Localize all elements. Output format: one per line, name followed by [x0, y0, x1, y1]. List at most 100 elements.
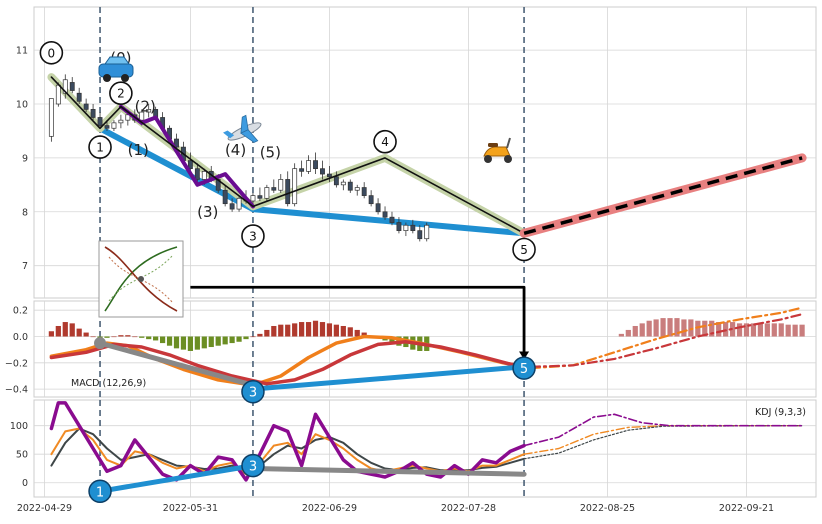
macd-bar — [250, 336, 256, 338]
candle — [361, 187, 367, 196]
macd-forecast-bar — [667, 318, 673, 337]
macd-forecast-bar — [639, 323, 645, 337]
x-tick-label: 2022-05-31 — [163, 503, 218, 514]
macd-bar — [278, 324, 284, 337]
pointer-overlay: 3 5 1 3 — [88, 240, 536, 504]
kdj-divergence-line — [250, 466, 527, 477]
macd-bar — [132, 336, 138, 338]
macd-forecast-bar — [716, 322, 722, 337]
macd-forecast-bar — [736, 323, 743, 337]
y-tick-label: 9 — [22, 153, 28, 164]
macd-divergence-line — [97, 340, 256, 388]
macd-dea-forecast — [529, 313, 804, 368]
macd-bar — [326, 323, 333, 337]
candle — [389, 216, 395, 223]
candle — [292, 168, 298, 205]
panel-kdj: 100 50 0 KDJ (9,3,3) — [10, 399, 817, 498]
y-tick-label: 11 — [16, 46, 28, 57]
pointer-arrowhead — [519, 351, 530, 360]
macd-bar — [347, 327, 353, 337]
candle — [194, 168, 200, 180]
candle — [299, 168, 305, 172]
macd-dea-line — [49, 340, 533, 386]
macd-bar — [264, 329, 270, 337]
macd-forecast-bar — [750, 323, 757, 337]
macd-forecast-bar — [625, 329, 631, 337]
macd-bar — [173, 336, 180, 349]
airplane-icon — [223, 114, 262, 143]
candle — [90, 109, 96, 118]
candle — [222, 189, 228, 205]
kdj-j-forecast — [523, 413, 803, 447]
macd-bar — [187, 336, 194, 351]
scooter-seat — [488, 143, 498, 147]
candle — [320, 168, 325, 175]
macd-bar — [285, 324, 291, 337]
candle — [111, 122, 117, 129]
wave-marker-label: 3 — [249, 386, 257, 401]
candle — [236, 197, 242, 210]
wave-marker-circle — [512, 356, 536, 380]
pointer-line — [190, 285, 526, 360]
plane-wing — [240, 129, 259, 143]
car-window — [104, 56, 130, 65]
macd-bar — [153, 336, 159, 341]
macd-bar — [257, 333, 263, 337]
candle — [48, 98, 54, 137]
macd-bar — [312, 320, 319, 337]
candle — [174, 138, 179, 148]
y-tick-label: 7 — [22, 261, 28, 272]
car-wheel — [103, 74, 111, 82]
candle — [83, 103, 89, 110]
macd-bar — [90, 336, 96, 338]
wave-label-circle — [39, 41, 64, 65]
macd-bar — [111, 336, 117, 338]
macd-forecast-bar — [771, 323, 777, 337]
candle — [368, 195, 374, 205]
car-icon — [98, 56, 134, 82]
scooter-icon — [483, 137, 512, 163]
y-tick-label: 10 — [16, 100, 28, 111]
macd-bar — [215, 336, 221, 346]
macd-forecast-bar — [799, 324, 805, 337]
candle — [62, 79, 68, 94]
wave-marker-label: 5 — [520, 362, 528, 377]
macd-forecast-bar — [681, 319, 687, 337]
macd-bar — [340, 325, 346, 337]
macd-forecast-bar — [743, 323, 750, 337]
wave-label: 4 — [381, 135, 389, 149]
wave-marker-circle — [241, 379, 265, 404]
sub-wave-label: (1) — [128, 141, 149, 159]
macd-bar — [83, 332, 89, 337]
candle — [410, 224, 416, 231]
wave-label-circle — [512, 237, 536, 262]
x-tick-label: 2022-04-29 — [17, 503, 72, 514]
candle — [125, 114, 131, 121]
candle — [347, 181, 353, 191]
macd-dif-forecast — [529, 306, 804, 370]
macd-bar — [62, 322, 68, 337]
macd-bar — [229, 336, 235, 344]
wave-label-circle — [241, 224, 265, 248]
macd-forecast-bar — [764, 323, 770, 337]
macd-bar — [76, 328, 82, 337]
candle — [229, 203, 235, 210]
macd-bar — [319, 322, 326, 337]
macd-bar — [69, 323, 75, 337]
macd-bar — [222, 336, 228, 345]
candle — [55, 84, 61, 105]
candle — [278, 179, 284, 191]
macd-bar — [305, 322, 312, 337]
car-body — [98, 63, 134, 78]
macd-bar — [333, 324, 339, 337]
macd-forecast-bar — [653, 319, 659, 337]
wave-label: 2 — [117, 87, 125, 101]
y-tick-label: −0.2 — [5, 358, 28, 369]
candle — [285, 179, 291, 205]
inset-curve — [104, 246, 178, 312]
macd-bar — [292, 323, 298, 337]
macd-bar — [48, 331, 54, 337]
macd-forecast-bar — [660, 318, 666, 337]
scooter-handle — [506, 137, 511, 149]
